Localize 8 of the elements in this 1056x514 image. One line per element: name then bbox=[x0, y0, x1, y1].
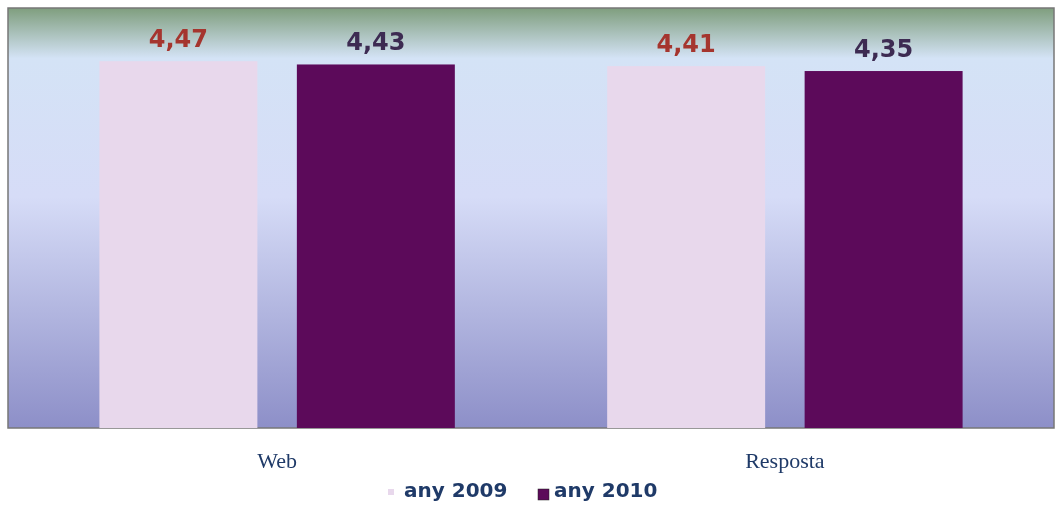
data-label: 4,41 bbox=[656, 30, 716, 59]
data-label: 4,35 bbox=[854, 35, 914, 64]
x-tick-label: Web bbox=[257, 448, 298, 473]
x-tick-label: Resposta bbox=[745, 448, 825, 473]
legend-label: any 2010 bbox=[554, 478, 658, 502]
data-label: 4,47 bbox=[148, 25, 208, 54]
legend-label: any 2009 bbox=[404, 478, 508, 502]
data-label: 4,43 bbox=[346, 28, 406, 57]
